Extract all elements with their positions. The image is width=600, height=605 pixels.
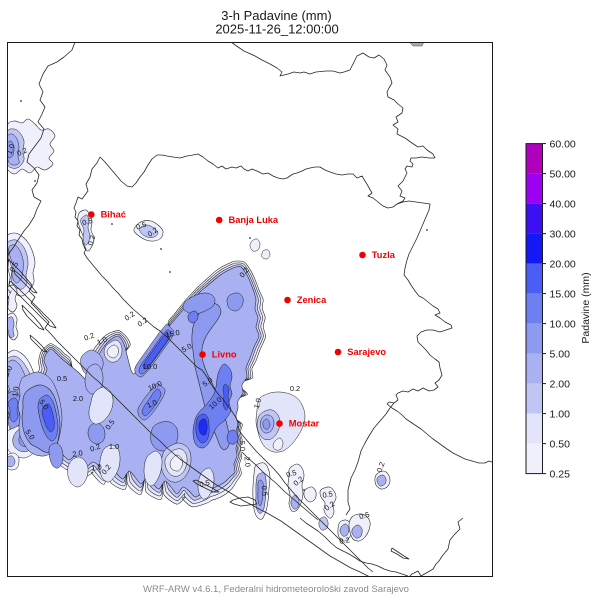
svg-text:2.0: 2.0 [72, 448, 84, 459]
svg-text:0.5: 0.5 [135, 220, 148, 232]
svg-text:Livno: Livno [212, 350, 237, 360]
svg-text:0.2: 0.2 [15, 145, 28, 158]
svg-text:5.0: 5.0 [238, 441, 247, 452]
svg-text:2.0: 2.0 [73, 394, 83, 403]
svg-text:15.00: 15.00 [550, 288, 576, 300]
svg-text:5.0: 5.0 [180, 341, 193, 354]
svg-text:1.0: 1.0 [109, 442, 119, 451]
svg-text:WRF-ARW v4.6.1, Federalni hidr: WRF-ARW v4.6.1, Federalni hidrometeorolo… [143, 584, 409, 595]
svg-text:0.5: 0.5 [57, 374, 67, 383]
svg-text:1.0: 1.0 [0, 258, 11, 270]
svg-text:0.2: 0.2 [375, 461, 387, 474]
svg-text:0.5: 0.5 [322, 489, 334, 500]
svg-text:0.25: 0.25 [550, 468, 571, 480]
svg-text:20.00: 20.00 [550, 258, 576, 270]
svg-text:0.2: 0.2 [339, 535, 351, 546]
svg-text:0.50: 0.50 [550, 438, 571, 450]
svg-text:1.0: 1.0 [91, 462, 103, 473]
svg-text:0.2: 0.2 [290, 384, 300, 393]
svg-text:Tuzla: Tuzla [372, 250, 396, 260]
svg-text:Padavine (mm): Padavine (mm) [580, 272, 592, 343]
svg-text:10.00: 10.00 [550, 318, 576, 330]
svg-text:0.2: 0.2 [83, 331, 96, 343]
svg-text:1.0: 1.0 [145, 397, 158, 410]
svg-text:60.00: 60.00 [550, 138, 576, 150]
svg-text:0.5: 0.5 [81, 216, 93, 227]
svg-text:0.5: 0.5 [285, 468, 297, 479]
svg-text:0.2: 0.2 [89, 442, 102, 454]
svg-text:0.5: 0.5 [260, 485, 270, 496]
svg-text:15.0: 15.0 [165, 328, 181, 339]
svg-text:Sarajevo: Sarajevo [347, 347, 386, 357]
svg-text:0.2: 0.2 [2, 288, 14, 301]
svg-text:Mostar: Mostar [289, 419, 320, 429]
svg-text:5.00: 5.00 [550, 348, 571, 360]
svg-text:40.00: 40.00 [550, 198, 576, 210]
svg-text:Banja Luka: Banja Luka [229, 215, 279, 225]
svg-text:50.00: 50.00 [550, 168, 576, 180]
svg-text:1.0: 1.0 [252, 397, 263, 409]
svg-text:0.5: 0.5 [7, 260, 20, 273]
svg-text:30.00: 30.00 [550, 228, 576, 240]
svg-text:0.2: 0.2 [86, 234, 97, 246]
svg-text:1.00: 1.00 [550, 408, 571, 420]
svg-text:0.5: 0.5 [358, 510, 370, 521]
svg-text:1.0: 1.0 [10, 386, 21, 398]
svg-text:2025-11-26_12:00:00: 2025-11-26_12:00:00 [215, 22, 338, 37]
svg-text:1.0: 1.0 [1, 364, 14, 377]
svg-text:1.0: 1.0 [95, 334, 108, 347]
svg-text:Zenica: Zenica [297, 295, 327, 305]
svg-text:0.5: 0.5 [199, 478, 211, 489]
svg-text:1.0: 1.0 [5, 143, 17, 156]
svg-text:2.00: 2.00 [550, 378, 571, 390]
svg-text:3-h Padavine (mm): 3-h Padavine (mm) [221, 8, 332, 23]
svg-text:2.0: 2.0 [243, 456, 253, 467]
svg-text:10.0: 10.0 [143, 362, 157, 371]
svg-text:Bihać: Bihać [101, 210, 126, 220]
